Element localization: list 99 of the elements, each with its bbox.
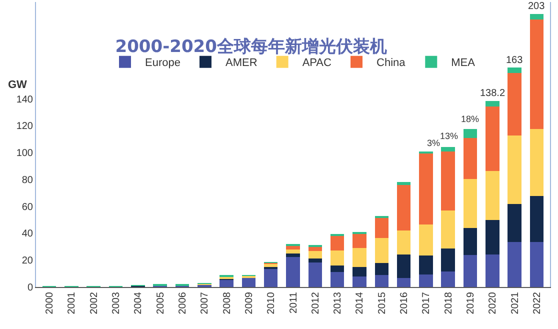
bar (396, 184, 411, 231)
legend-label: MEA (451, 57, 476, 70)
x-tick-label: 2021 (510, 292, 521, 314)
bar (352, 234, 366, 248)
x-tick-label: 2014 (354, 292, 366, 314)
x-tick-label: 2016 (399, 292, 410, 314)
bar (330, 266, 344, 272)
bar (308, 250, 322, 258)
bar (508, 204, 522, 242)
x-tick-label: 2000 (44, 292, 56, 314)
y-tick-label: 80 (22, 174, 34, 186)
bar (352, 276, 366, 287)
bar (374, 218, 388, 238)
bar (463, 138, 478, 179)
bar (486, 171, 500, 220)
y-tick-label: 100 (16, 148, 34, 160)
x-tick-label: 2011 (288, 292, 300, 314)
x-tick-label: 2004 (133, 292, 144, 314)
x-tick-label: 2009 (244, 292, 255, 314)
bar (486, 254, 500, 287)
bar (396, 182, 411, 185)
text: 2000-2020全球每年新增光伏装机 (115, 37, 387, 58)
bar (419, 224, 433, 256)
y-axis-title: GW (8, 79, 28, 91)
bar (419, 256, 433, 274)
bar (463, 178, 478, 228)
x-tick-label: 2017 (421, 292, 432, 314)
bar (508, 135, 522, 204)
bar (486, 220, 500, 255)
bar (374, 262, 388, 275)
bar (352, 248, 366, 268)
annotation: 13% (440, 131, 458, 141)
bar (530, 196, 544, 242)
legend-label: Europe (145, 57, 180, 70)
bar (330, 272, 344, 287)
bar (530, 242, 544, 287)
bar (463, 255, 478, 287)
bar (308, 258, 322, 263)
x-tick-label: 2010 (266, 292, 278, 314)
bar (441, 272, 455, 287)
bar (463, 128, 478, 138)
x-tick-label: 2022 (532, 292, 543, 314)
bar (220, 279, 234, 287)
bar (441, 147, 455, 152)
bar (419, 274, 433, 287)
bar (486, 101, 500, 107)
bar (396, 230, 411, 255)
bar (486, 106, 500, 172)
annotation: 3% (427, 138, 440, 148)
annotation: 138.2 (480, 88, 506, 99)
bar (286, 254, 300, 257)
x-tick-label: 2005 (155, 292, 166, 314)
legend-label: AMER (225, 57, 258, 70)
annotation: 203 (528, 1, 546, 12)
y-tick-label: 0 (27, 282, 34, 294)
bar (374, 274, 388, 287)
annotation: 163 (506, 55, 524, 66)
x-tick-label: 2013 (332, 292, 344, 314)
legend-label: APAC (302, 57, 332, 70)
x-tick-label: 2002 (88, 292, 100, 314)
y-tick-label: 20 (22, 256, 34, 267)
bar (286, 256, 300, 287)
bar (530, 19, 544, 129)
bar (264, 268, 278, 287)
bar (396, 254, 411, 278)
bar (441, 210, 455, 248)
bar (330, 250, 344, 266)
legend-label: China (376, 57, 406, 70)
x-tick-label: 2015 (376, 292, 388, 314)
x-tick-label: 2018 (443, 292, 454, 314)
x-tick-label: 2006 (177, 292, 188, 314)
bar (374, 238, 388, 263)
bar (308, 262, 322, 287)
bar (286, 249, 300, 254)
bar (463, 228, 478, 256)
x-tick-label: 2020 (488, 292, 499, 314)
bar (419, 154, 433, 224)
x-tick-label: 2019 (465, 292, 476, 314)
x-tick-label: 2007 (200, 292, 211, 314)
bar (441, 152, 455, 211)
y-tick-label: 60 (22, 202, 34, 213)
bar (508, 242, 522, 287)
x-tick-label: 2001 (66, 292, 78, 314)
x-tick-label: 2012 (310, 292, 322, 314)
annotation: 18% (461, 114, 480, 124)
bar (441, 248, 455, 272)
bar (508, 67, 522, 73)
y-tick-label: 40 (22, 228, 34, 240)
bar (530, 14, 544, 20)
bar (286, 245, 300, 250)
bar (508, 72, 522, 136)
bar (396, 278, 411, 287)
y-tick-label: 140 (16, 94, 34, 106)
x-tick-label: 2003 (111, 292, 122, 314)
bar (352, 267, 366, 276)
x-tick-label: 2008 (222, 292, 233, 314)
y-tick-label: 120 (16, 121, 34, 132)
bar (530, 128, 544, 196)
bar (330, 236, 344, 250)
